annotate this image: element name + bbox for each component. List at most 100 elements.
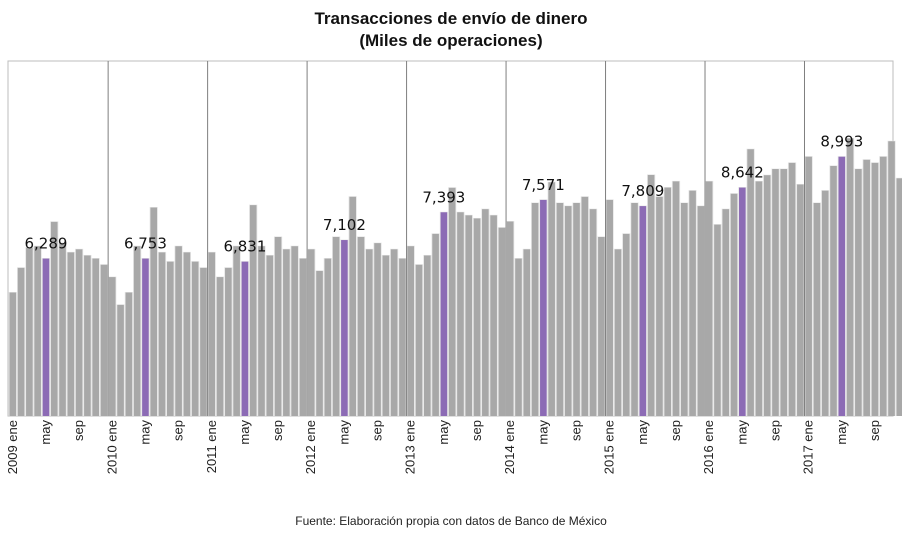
bar (283, 249, 290, 416)
x-tick-label: sep (767, 420, 782, 441)
chart-subtitle-line: (Miles de operaciones) (359, 31, 543, 50)
x-tick-label: 2016 ene (701, 420, 716, 474)
bar (448, 187, 456, 416)
bar (299, 258, 307, 416)
data-label: 8,993 (820, 133, 863, 151)
bar (108, 277, 116, 416)
bar (67, 252, 75, 416)
bar (9, 292, 17, 416)
x-tick-label: may (237, 420, 252, 445)
bar (183, 252, 191, 416)
bar (523, 249, 531, 416)
data-label: 6,831 (223, 238, 266, 256)
bar (797, 184, 804, 416)
chart-title-line: Transacciones de envío de dinero (314, 9, 588, 28)
bar (498, 227, 506, 416)
bar (249, 205, 257, 416)
x-tick-label: sep (71, 420, 86, 441)
bar (208, 252, 216, 416)
bar (92, 258, 99, 416)
bar (855, 169, 862, 416)
bar (100, 264, 108, 416)
x-tick-label: 2009 ene (5, 420, 20, 474)
bar (274, 236, 282, 416)
bar (714, 224, 721, 416)
x-tick-label: 2011 ene (204, 420, 219, 473)
bar-may (639, 206, 647, 416)
bar (722, 209, 730, 416)
bar (896, 178, 902, 416)
bar-may (838, 156, 846, 416)
bar (805, 156, 812, 416)
bar (680, 203, 688, 416)
bar (689, 190, 696, 416)
bar (191, 261, 199, 416)
bar (233, 246, 240, 416)
x-tick-label: 2012 ene (303, 420, 318, 474)
bar (755, 181, 763, 416)
bar (216, 277, 224, 416)
bar (84, 255, 91, 416)
x-tick-label: 2010 ene (104, 420, 119, 474)
bar (846, 138, 854, 416)
x-tick-label: 2015 ene (602, 420, 617, 474)
bar (167, 261, 174, 416)
bar (573, 203, 580, 416)
x-tick-label: may (635, 420, 650, 445)
bar-may (540, 199, 547, 416)
bar (813, 203, 821, 416)
x-tick-label: sep (469, 420, 484, 441)
x-tick-label: may (834, 420, 849, 445)
bar (365, 249, 373, 416)
data-label: 6,289 (24, 235, 67, 253)
bar (382, 255, 390, 416)
bar (432, 233, 439, 416)
x-tick-label: may (336, 420, 351, 445)
bar (664, 187, 672, 416)
bar (357, 236, 365, 416)
bar (34, 246, 41, 416)
data-label: 7,809 (621, 182, 664, 200)
bar (332, 236, 340, 416)
bar (457, 212, 464, 416)
bar (175, 246, 182, 416)
bar (548, 182, 555, 416)
bar (490, 215, 497, 416)
bar (266, 255, 274, 416)
bar (515, 258, 522, 416)
bar (133, 246, 141, 416)
x-tick-label: may (137, 420, 152, 445)
bar (598, 236, 605, 416)
bar (780, 169, 788, 416)
bar (697, 206, 705, 416)
bar (59, 243, 66, 416)
bar (672, 181, 680, 416)
bar (879, 156, 887, 416)
bar (788, 162, 796, 416)
bar-may (739, 187, 746, 416)
bar (324, 258, 332, 416)
bar (75, 249, 83, 416)
bar (482, 209, 489, 416)
bar (631, 203, 638, 416)
x-tick-label: may (38, 420, 53, 445)
x-tick-label: 2017 ene (801, 420, 816, 474)
bar-may (241, 261, 249, 416)
x-tick-label: 2013 ene (403, 420, 418, 474)
chart-title: Transacciones de envío de dinero (Miles … (0, 8, 902, 52)
bar (374, 243, 381, 416)
data-label: 8,642 (721, 164, 764, 182)
bar (730, 193, 738, 416)
bar (424, 255, 431, 416)
bar (465, 215, 473, 416)
bar (125, 292, 133, 416)
bar (200, 267, 207, 416)
bar (316, 270, 323, 416)
bar (17, 267, 25, 416)
bar (349, 196, 356, 416)
bar (307, 249, 315, 416)
x-tick-label: 2014 ene (502, 420, 517, 474)
bar (622, 233, 630, 416)
bar (589, 209, 597, 416)
bar (888, 141, 895, 416)
